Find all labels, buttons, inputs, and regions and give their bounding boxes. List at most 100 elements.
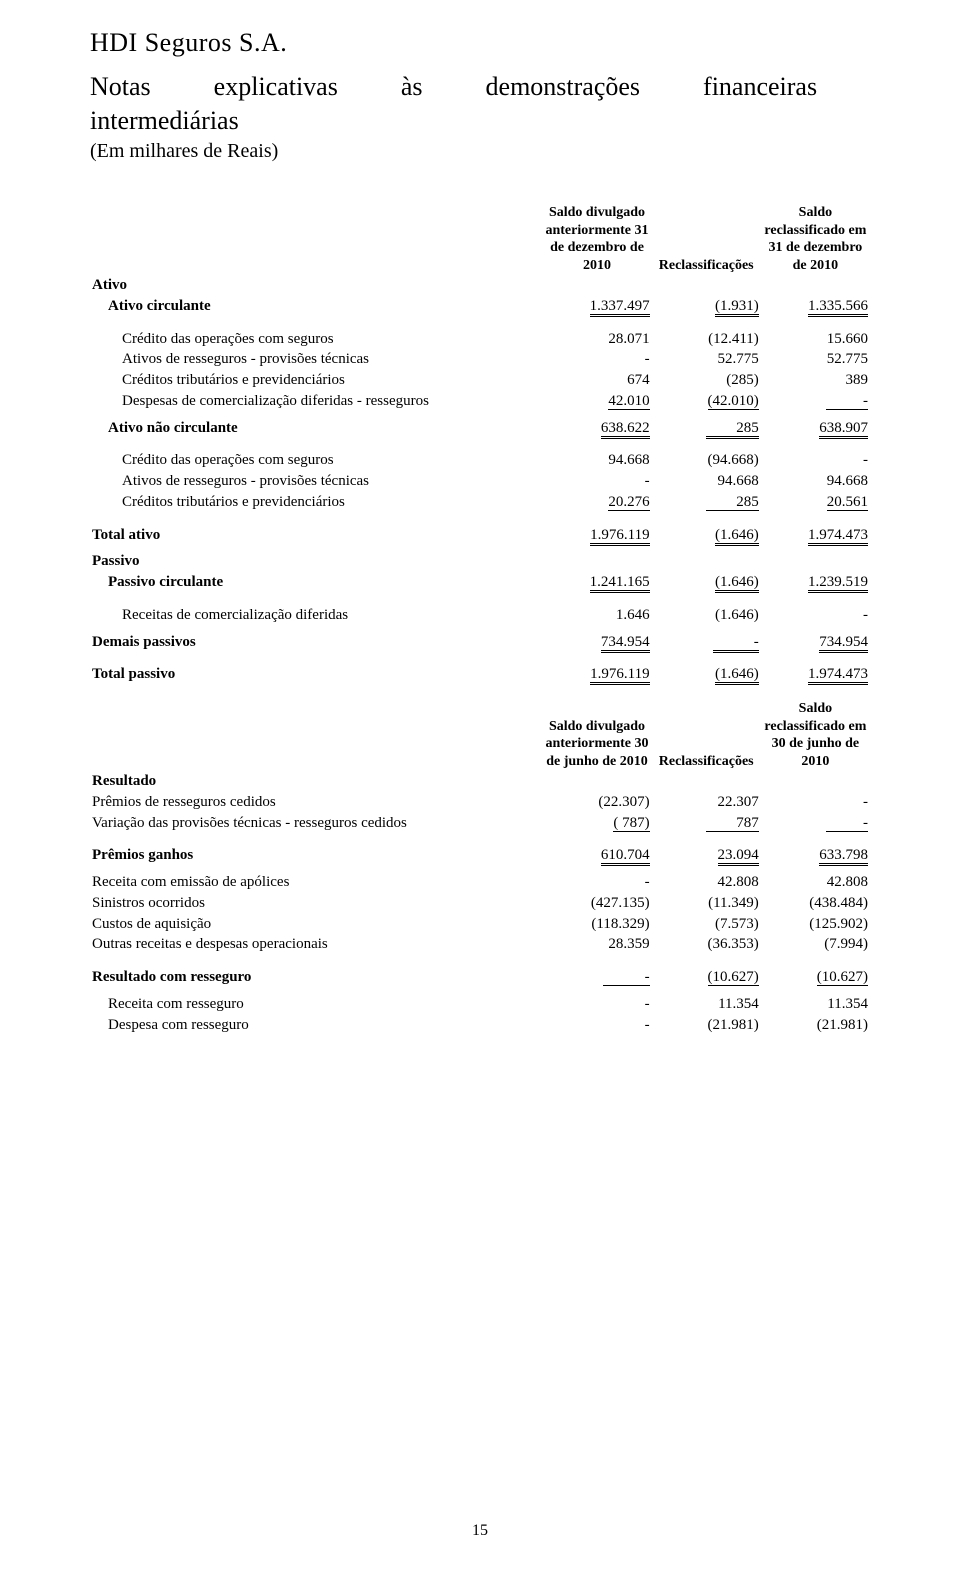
cell-value: - [603, 969, 649, 986]
cell-value: - [826, 393, 869, 410]
balance-table: Saldo divulgado anteriormente 31 de deze… [90, 203, 870, 685]
table-row: Total ativo 1.976.119 (1.646) 1.974.473 [90, 525, 870, 546]
cell-value: 94.668 [542, 450, 651, 471]
cell-value: 22.307 [652, 792, 761, 813]
cell-value: (11.349) [652, 893, 761, 914]
table-row: Receitas de comercialização diferidas 1.… [90, 605, 870, 626]
row-label: Sinistros ocorridos [90, 893, 542, 914]
cell-value: - [761, 792, 870, 813]
cell-value: (1.646) [652, 605, 761, 626]
cell-value: - [542, 471, 651, 492]
table-row: Crédito das operações com seguros 94.668… [90, 450, 870, 471]
table-row: Variação das provisões técnicas - resseg… [90, 813, 870, 834]
passivo-heading: Passivo [90, 551, 542, 572]
cell-value: (22.307) [542, 792, 651, 813]
row-label: Despesa com resseguro [90, 1015, 542, 1036]
cell-value: (7.994) [761, 934, 870, 955]
cell-value: 638.622 [601, 420, 650, 439]
cell-value: 734.954 [601, 634, 650, 653]
cell-value: (10.627) [708, 969, 759, 986]
row-label: Custos de aquisição [90, 914, 542, 935]
table-row: Prêmios de resseguros cedidos (22.307) 2… [90, 792, 870, 813]
cell-value: (7.573) [652, 914, 761, 935]
cell-value: - [542, 349, 651, 370]
cell-value: 734.954 [819, 634, 868, 653]
cell-value: 1.335.566 [808, 298, 868, 317]
cell-value: 52.775 [761, 349, 870, 370]
title-word: explicativas [214, 72, 338, 101]
cell-value: - [542, 1015, 651, 1036]
cell-value: - [713, 634, 759, 653]
row-label: Variação das provisões técnicas - resseg… [90, 813, 542, 834]
cell-value: 11.354 [761, 994, 870, 1015]
col-header2-2: Reclassificações [652, 699, 761, 771]
cell-value: ( 787) [613, 815, 649, 832]
cell-value: 674 [542, 370, 651, 391]
row-label: Ativos de resseguros - provisões técnica… [90, 471, 542, 492]
table-row: Receita com resseguro - 11.354 11.354 [90, 994, 870, 1015]
cell-value: 1.974.473 [808, 527, 868, 546]
cell-value: 1.241.165 [590, 574, 650, 593]
cell-value: - [826, 815, 869, 832]
cell-value: 28.359 [542, 934, 651, 955]
col-header-3: Saldo reclassificado em 31 de dezembro d… [761, 203, 870, 275]
doc-subtitle: (Em milhares de Reais) [90, 140, 870, 163]
cell-value: (94.668) [652, 450, 761, 471]
col-header2-3: Saldo reclassificado em 30 de junho de 2… [761, 699, 870, 771]
cell-value: 285 [706, 494, 759, 511]
cell-value: - [761, 605, 870, 626]
table-row: Créditos tributários e previdenciários 2… [90, 492, 870, 513]
title-word: Notas [90, 72, 151, 101]
row-label: Prêmios de resseguros cedidos [90, 792, 542, 813]
row-label: Passivo circulante [90, 572, 542, 593]
cell-value: 94.668 [652, 471, 761, 492]
cell-value: (285) [652, 370, 761, 391]
cell-value: 15.660 [761, 329, 870, 350]
cell-value: (10.627) [817, 969, 868, 986]
row-label: Demais passivos [90, 632, 542, 653]
table-row: Total passivo 1.976.119 (1.646) 1.974.47… [90, 664, 870, 685]
title-word: às [401, 72, 423, 101]
cell-value: (1.646) [715, 527, 759, 546]
col-header-1: Saldo divulgado anteriormente 31 de deze… [542, 203, 651, 275]
row-label: Ativo circulante [90, 296, 542, 317]
cell-value: 285 [706, 420, 759, 439]
cell-value: 42.010 [608, 393, 649, 410]
cell-value: - [542, 994, 651, 1015]
row-label: Ativos de resseguros - provisões técnica… [90, 349, 542, 370]
cell-value: (125.902) [761, 914, 870, 935]
cell-value: (21.981) [761, 1015, 870, 1036]
cell-value: 389 [761, 370, 870, 391]
table-row: Créditos tributários e previdenciários 6… [90, 370, 870, 391]
table-row: Ativo não circulante 638.622 285 638.907 [90, 418, 870, 439]
row-label: Créditos tributários e previdenciários [90, 370, 542, 391]
cell-value: 1.337.497 [590, 298, 650, 317]
cell-value: 11.354 [652, 994, 761, 1015]
table-row: Outras receitas e despesas operacionais … [90, 934, 870, 955]
cell-value: 1.974.473 [808, 666, 868, 685]
table-row: Resultado com resseguro - (10.627) (10.6… [90, 967, 870, 988]
row-label: Total passivo [90, 664, 542, 685]
cell-value: 638.907 [819, 420, 868, 439]
row-label: Créditos tributários e previdenciários [90, 492, 542, 513]
table-row: Prêmios ganhos 610.704 23.094 633.798 [90, 845, 870, 866]
col-header2-1: Saldo divulgado anteriormente 30 de junh… [542, 699, 651, 771]
cell-value: 20.561 [827, 494, 868, 511]
cell-value: (21.981) [652, 1015, 761, 1036]
cell-value: - [761, 450, 870, 471]
cell-value: 1.646 [542, 605, 651, 626]
table-row: Receita com emissão de apólices - 42.808… [90, 872, 870, 893]
table-row: Despesas de comercialização diferidas - … [90, 391, 870, 412]
cell-value: 610.704 [601, 847, 650, 866]
table-row: Sinistros ocorridos (427.135) (11.349) (… [90, 893, 870, 914]
doc-title-line1: Notas explicativas às demonstrações fina… [90, 72, 870, 102]
table-row: Demais passivos 734.954 - 734.954 [90, 632, 870, 653]
cell-value: (438.484) [761, 893, 870, 914]
cell-value: 20.276 [608, 494, 649, 511]
cell-value: (427.135) [542, 893, 651, 914]
cell-value: (36.353) [652, 934, 761, 955]
cell-value: 1.976.119 [590, 666, 649, 685]
table-row: Ativos de resseguros - provisões técnica… [90, 471, 870, 492]
row-label: Receitas de comercialização diferidas [90, 605, 542, 626]
result-table: Saldo divulgado anteriormente 30 de junh… [90, 699, 870, 1035]
